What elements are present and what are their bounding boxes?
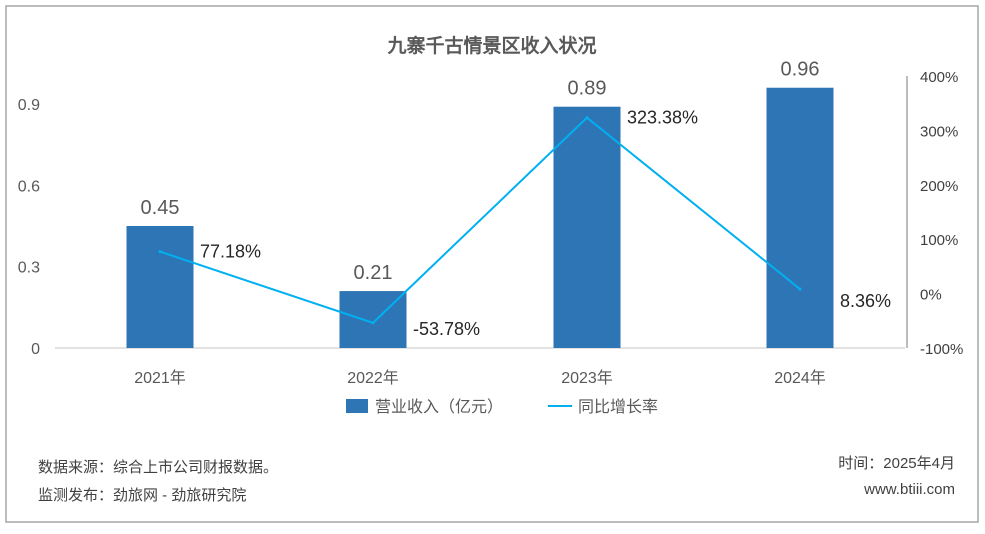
bar-data-label: 0.96 [781, 59, 820, 81]
right-axis-tick-label: 100% [920, 232, 958, 249]
growth-rate-point [371, 321, 375, 325]
bar-data-label: 0.45 [141, 197, 180, 219]
growth-rate-point [585, 116, 589, 120]
bar [766, 87, 834, 348]
legend-line-label: 同比增长率 [578, 398, 658, 416]
left-axis-tick-label: 0.3 [18, 260, 40, 277]
right-axis-tick-label: 0% [920, 287, 942, 304]
growth-rate-point [158, 250, 162, 254]
line-data-label: -53.78% [413, 319, 480, 339]
right-axis-tick-label: 200% [920, 178, 958, 195]
chart-title: 九寨千古情景区收入状况 [386, 34, 596, 57]
left-axis-tick-label: 0.9 [18, 97, 40, 114]
right-axis-tick-label: 300% [920, 123, 958, 140]
line-data-label: 8.36% [840, 291, 891, 311]
left-axis-tick-label: 0 [31, 341, 40, 358]
time-note: 时间：2025年4月 [838, 455, 955, 472]
legend-bar-swatch [346, 399, 368, 413]
x-axis-tick-label: 2021年 [134, 369, 186, 387]
growth-rate-line [159, 116, 801, 324]
right-axis-tick-label: 400% [920, 69, 958, 86]
legend-bar-label: 营业收入（亿元） [375, 398, 503, 416]
right-axis-tick-label: -100% [920, 341, 963, 358]
publisher-note: 监测发布：劲旅网 - 劲旅研究院 [38, 486, 246, 504]
bar-data-label: 0.89 [568, 78, 607, 100]
x-axis-tick-label: 2022年 [347, 369, 399, 387]
bar [126, 226, 194, 348]
bar-data-label: 0.21 [354, 262, 393, 284]
line-data-label: 77.18% [200, 242, 261, 262]
website-note: www.btiii.com [863, 481, 955, 498]
growth-rate-point [798, 287, 802, 291]
x-axis-tick-label: 2023年 [561, 369, 613, 387]
source-note: 数据来源：综合上市公司财报数据。 [38, 459, 278, 476]
bar [553, 106, 621, 348]
line-data-label: 323.38% [627, 108, 698, 128]
left-axis-tick-label: 0.6 [18, 178, 40, 195]
x-axis-tick-label: 2024年 [774, 369, 826, 387]
